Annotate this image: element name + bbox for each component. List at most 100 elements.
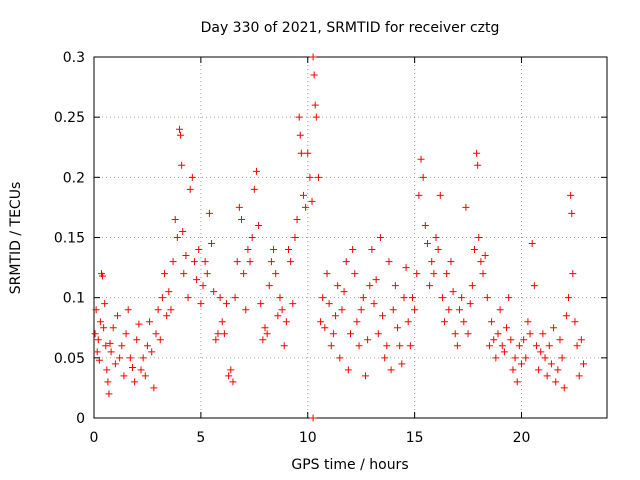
data-point [263,330,271,338]
data-point [449,288,457,296]
data-point [114,312,122,320]
data-point [143,342,151,350]
data-point [154,306,162,314]
data-point [208,240,216,248]
data-point [477,258,485,266]
data-point [428,258,436,266]
data-point [169,258,177,266]
data-point [184,294,192,302]
data-point [131,378,139,386]
data-point [453,342,461,350]
data-point [415,191,423,199]
data-point [289,300,297,308]
data-point [220,330,228,338]
data-point [278,306,286,314]
data-point [171,215,179,223]
data-point [368,246,376,254]
axis-ticks: 0 0.05 0.1 0.15 0.2 0.25 0.3 0 5 10 15 20 [54,50,607,446]
data-point [312,113,320,121]
data-point [496,306,504,314]
data-point [571,318,579,326]
data-point [96,318,104,326]
data-point [532,342,540,350]
data-point [513,378,521,386]
data-point [325,300,333,308]
data-point [257,300,265,308]
data-point [458,294,466,302]
data-point [355,342,363,350]
data-point [223,300,231,308]
data-point [285,246,293,254]
data-point [103,366,111,374]
data-point [317,318,325,326]
data-point [522,354,530,362]
data-point [334,282,342,290]
data-point [229,378,237,386]
data-point [372,276,380,284]
data-point [376,234,384,241]
data-point [314,173,322,181]
y-tick-label: 0.15 [54,231,85,247]
data-point [116,354,124,362]
data-point [180,270,188,278]
data-point [252,167,260,175]
data-point [139,354,147,362]
data-point [242,306,250,314]
data-point [107,348,115,356]
data-point [309,414,317,422]
data-point [120,372,128,380]
data-point [426,282,434,290]
data-point [421,221,429,229]
data-point [530,282,538,290]
data-point [349,246,357,254]
data-point [158,294,166,302]
data-point [225,372,233,380]
data-point [193,276,201,284]
data-point [554,366,562,374]
data-point [470,246,478,254]
data-point [92,306,100,314]
data-point [141,372,149,380]
data-point [177,131,185,139]
data-point [488,318,496,326]
data-point [543,372,551,380]
data-point [199,282,207,290]
grid-lines [94,57,607,418]
data-point [391,282,399,290]
data-point [282,318,290,326]
data-point [102,342,110,350]
data-point [214,330,222,338]
data-point [568,209,576,217]
x-tick-label: 5 [196,430,205,446]
chart-title: Day 330 of 2021, SRMTID for receiver czt… [201,20,500,36]
data-point [541,354,549,362]
data-point [146,318,154,326]
data-point [126,354,134,362]
data-point [460,318,468,326]
data-point [464,330,472,338]
data-point [250,185,258,193]
data-point [438,294,446,302]
x-tick-label: 10 [299,430,317,446]
data-point [573,342,581,350]
data-point [475,234,483,241]
data-point [210,288,218,296]
data-point [218,318,226,326]
data-point [188,173,196,181]
data-point [505,294,513,302]
data-point [441,318,449,326]
data-point [299,191,307,199]
data-point [567,191,575,199]
data-point [150,384,158,392]
data-point [507,336,515,344]
data-point [462,203,470,211]
data-point [417,155,425,163]
data-point [528,240,536,248]
data-point [311,101,319,109]
data-point [95,356,103,364]
data-point [244,246,252,254]
data-point [167,306,175,314]
data-point [366,282,374,290]
data-point [474,161,482,169]
